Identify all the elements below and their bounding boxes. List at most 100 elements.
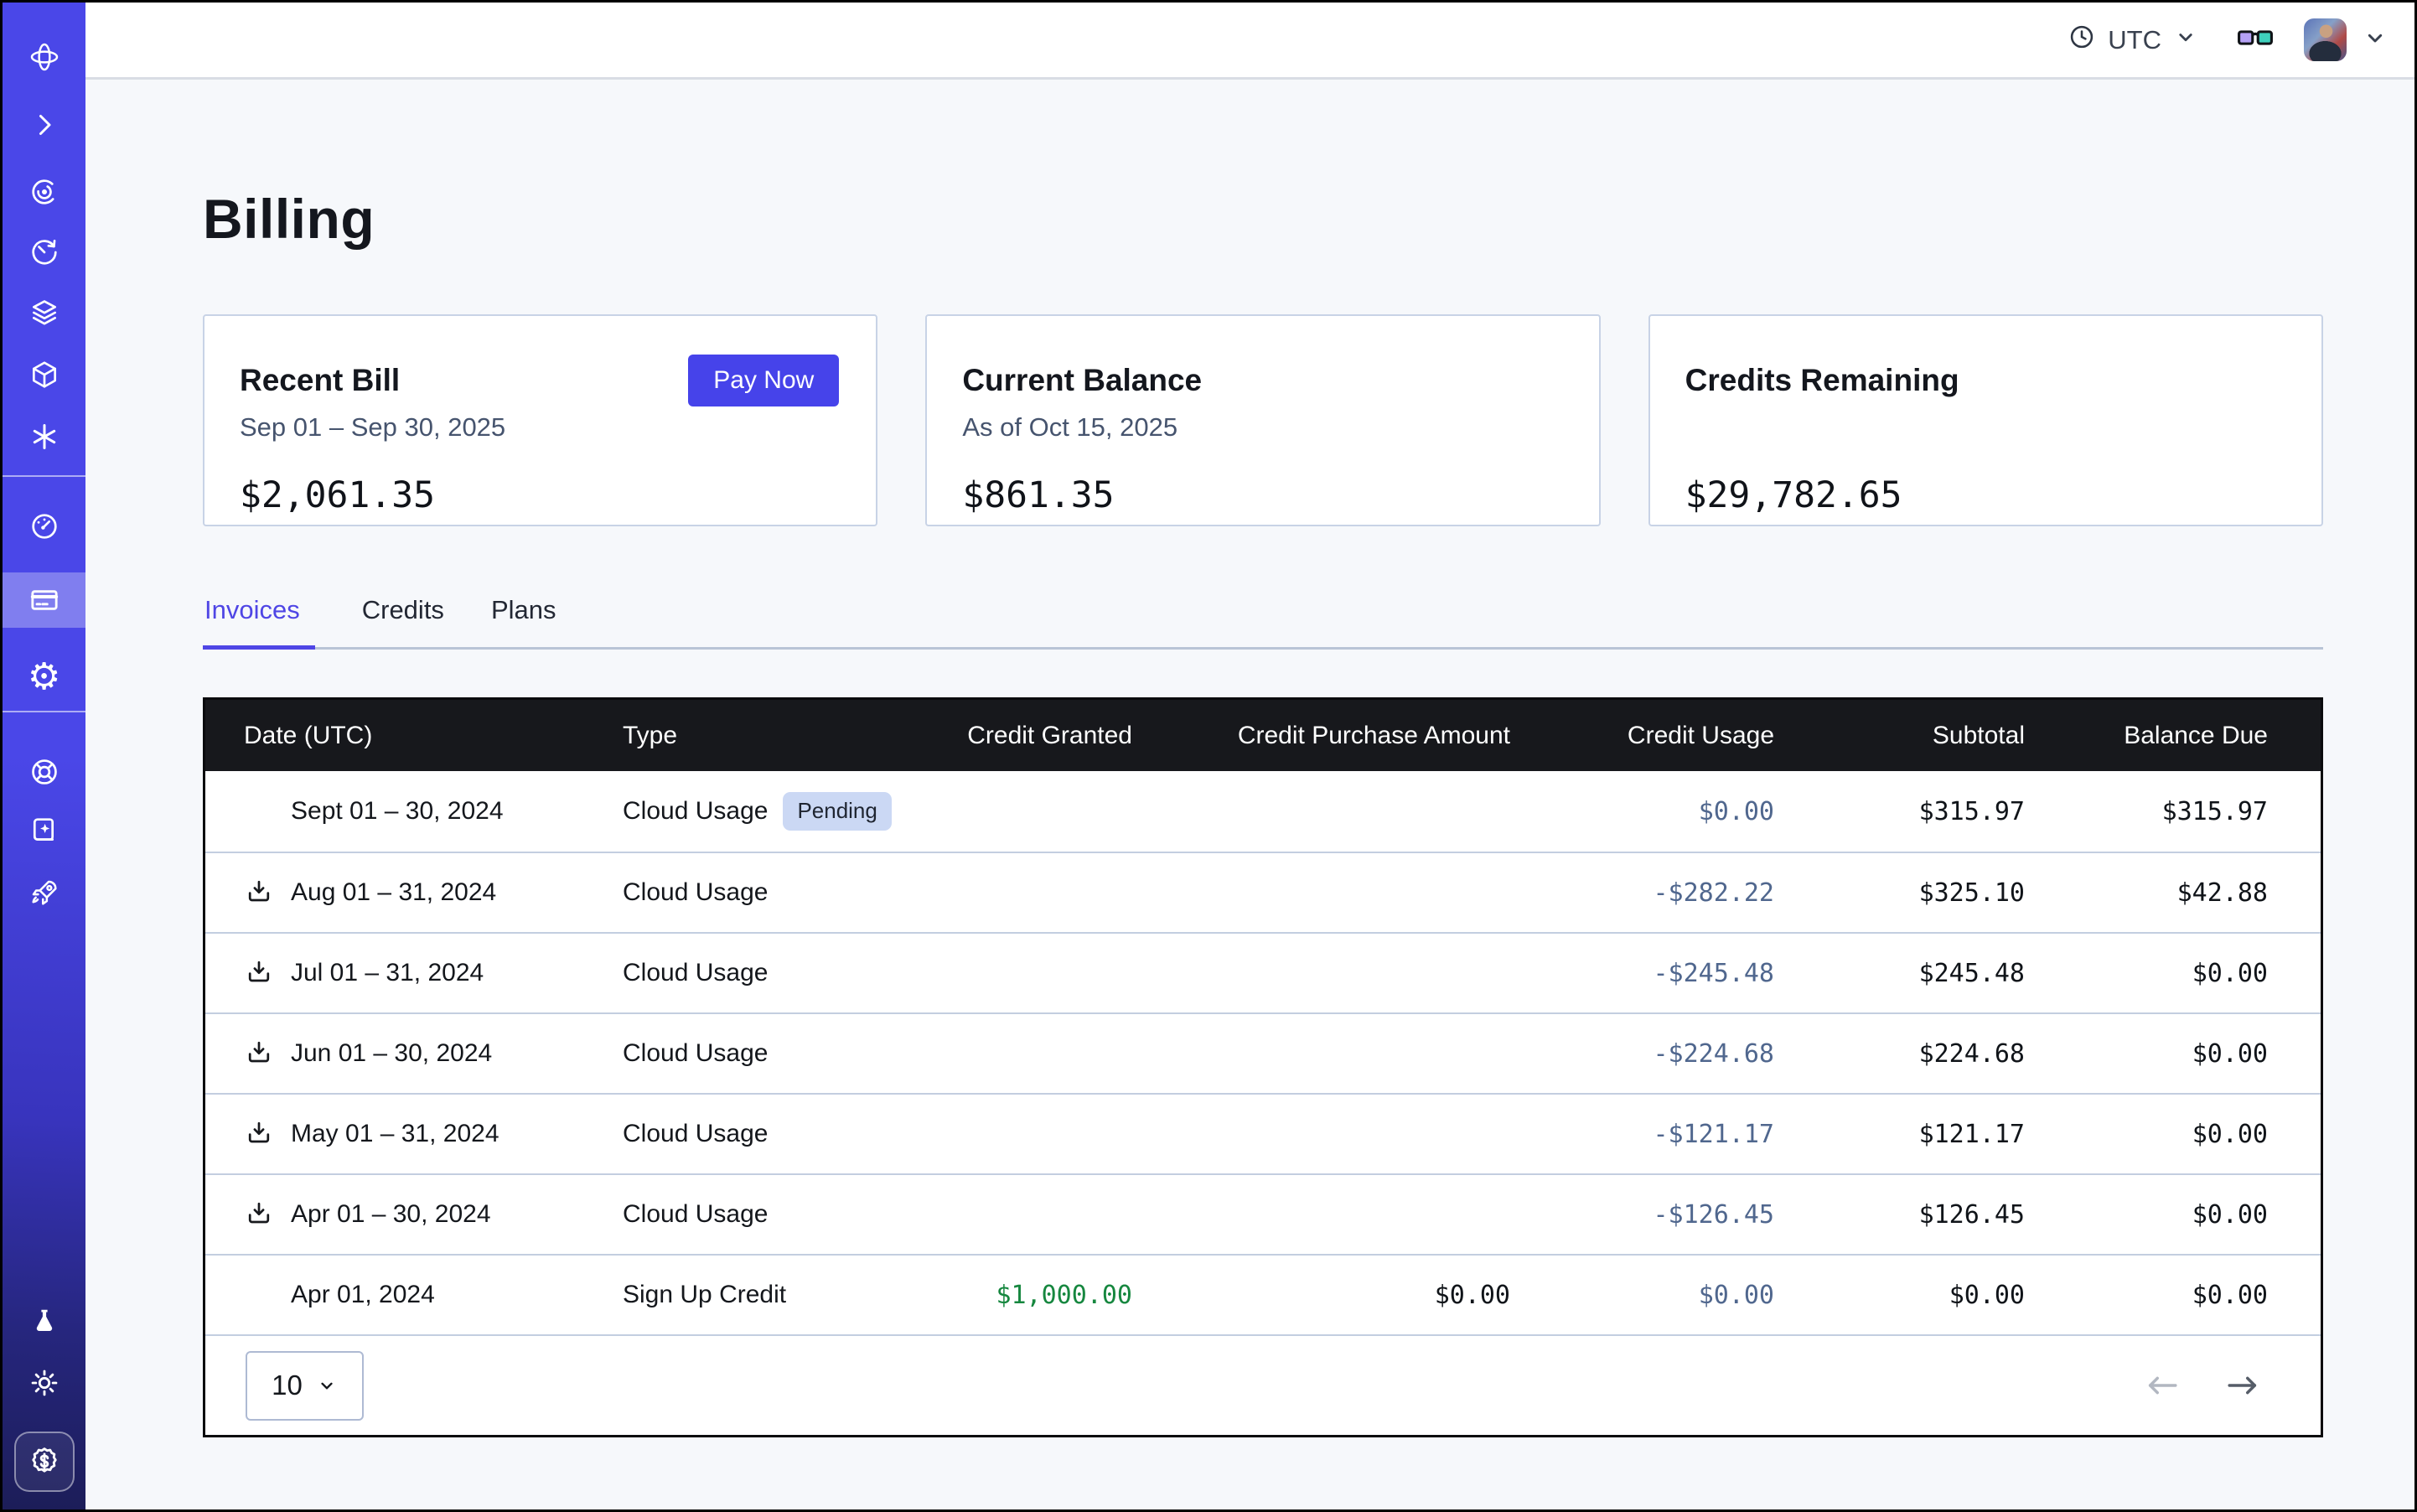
sidebar-item-layers-icon[interactable]	[28, 296, 61, 329]
sidebar-item-asterisk-icon[interactable]	[28, 420, 61, 453]
invoices-table: Date (UTC) Type Credit Granted Credit Pu…	[203, 697, 2323, 1437]
credit-usage-value: $0.00	[1698, 1280, 1774, 1310]
download-invoice-button[interactable]	[244, 958, 291, 988]
sidebar-item-history-icon[interactable]	[28, 236, 61, 269]
table-row: Apr 01 – 30, 2024 Cloud Usage -$126.45 $…	[205, 1173, 2321, 1254]
clock-icon	[2068, 23, 2096, 58]
sidebar-item-settings-icon[interactable]: ⚙	[27, 655, 61, 698]
subtotal-value: $245.48	[1918, 958, 2025, 988]
recent-bill-amount: $2,061.35	[240, 474, 435, 516]
balance-due-value: $0.00	[2192, 1038, 2268, 1069]
col-credit-purchase-amount: Credit Purchase Amount	[1237, 721, 1510, 749]
subtotal-value: $224.68	[1918, 1038, 2025, 1069]
download-invoice-button[interactable]	[244, 1038, 291, 1069]
balance-due-value: $0.00	[2192, 958, 2268, 988]
tab-invoices[interactable]: Invoices	[203, 595, 315, 650]
credit-usage-value: -$282.22	[1653, 878, 1775, 908]
chevron-down-icon	[321, 1382, 333, 1390]
table-row: Jul 01 – 31, 2024 Cloud Usage -$245.48 $…	[205, 932, 2321, 1012]
recent-bill-card: Recent Bill Sep 01 – Sep 30, 2025 $2,061…	[203, 314, 878, 526]
page-size-select[interactable]: 10	[246, 1350, 364, 1421]
timezone-label: UTC	[2108, 24, 2161, 54]
tab-credits[interactable]: Credits	[361, 595, 444, 624]
sidebar-item-observe-icon[interactable]	[28, 175, 61, 209]
invoice-date: Sept 01 – 30, 2024	[291, 797, 504, 825]
table-row: May 01 – 31, 2024 Cloud Usage -$121.17 $…	[205, 1093, 2321, 1173]
card-title: Credits Remaining	[1685, 363, 1959, 397]
balance-due-value: $0.00	[2192, 1119, 2268, 1149]
card-subtitle: Sep 01 – Sep 30, 2025	[240, 412, 506, 442]
subtotal-value: $121.17	[1918, 1119, 2025, 1149]
sidebar-item-usage-gauge-icon[interactable]	[28, 510, 61, 543]
invoice-date: May 01 – 31, 2024	[291, 1120, 499, 1147]
subtotal-value: $0.00	[1949, 1280, 2025, 1310]
card-subtitle	[1685, 412, 2285, 444]
main-area: UTC Bill	[85, 3, 2414, 1509]
previous-page-button[interactable]	[2143, 1372, 2182, 1399]
status-badge: Pending	[783, 792, 892, 831]
sidebar-item-cube-icon[interactable]	[28, 358, 61, 391]
table-row: Jun 01 – 30, 2024 Cloud Usage -$224.68 $…	[205, 1012, 2321, 1093]
user-menu-chevron-down-icon[interactable]	[2362, 24, 2389, 55]
balance-due-value: $0.00	[2192, 1199, 2268, 1230]
gear-icon: ⚙	[27, 655, 61, 698]
col-balance-due: Balance Due	[2124, 721, 2268, 749]
credit-usage-value: -$121.17	[1653, 1119, 1775, 1149]
chevron-down-icon	[2173, 24, 2198, 56]
download-invoice-button[interactable]	[244, 878, 291, 908]
current-balance-amount: $861.35	[962, 474, 1115, 516]
download-invoice-button[interactable]	[244, 1199, 291, 1230]
sidebar-item-labs-icon[interactable]	[28, 1304, 61, 1338]
invoice-type: Cloud Usage	[623, 1200, 769, 1228]
col-subtotal: Subtotal	[1932, 721, 2025, 749]
rewards-credits-button[interactable]	[13, 1432, 75, 1492]
sidebar-expand-button[interactable]	[28, 108, 61, 142]
credit-usage-value: -$245.48	[1653, 958, 1775, 988]
sidebar-divider	[3, 475, 85, 477]
billing-tabs: Invoices Credits Plans	[203, 595, 2323, 650]
col-type: Type	[623, 721, 678, 749]
subtotal-value: $325.10	[1918, 878, 2025, 908]
timezone-selector[interactable]: UTC	[2068, 23, 2198, 58]
tab-plans[interactable]: Plans	[490, 595, 556, 624]
card-title: Current Balance	[962, 363, 1203, 397]
sidebar-item-support-icon[interactable]	[28, 755, 61, 789]
credit-granted-value: $1,000.00	[996, 1280, 1132, 1310]
invoice-type: Cloud Usage	[623, 1120, 769, 1147]
topbar: UTC	[85, 3, 2414, 80]
invoice-type: Cloud Usage	[623, 878, 769, 906]
invoice-type: Sign Up Credit	[623, 1281, 787, 1308]
vision-mode-glasses-icon[interactable]	[2237, 25, 2274, 54]
page-size-value: 10	[272, 1370, 303, 1401]
invoice-type: Cloud Usage	[623, 796, 769, 825]
col-credit-granted: Credit Granted	[967, 721, 1132, 749]
theme-toggle-sun-icon[interactable]	[28, 1366, 61, 1400]
card-subtitle: As of Oct 15, 2025	[962, 412, 1178, 442]
pay-now-button[interactable]: Pay Now	[688, 355, 840, 406]
page-title: Billing	[203, 188, 375, 250]
credit-usage-value: -$224.68	[1653, 1038, 1775, 1069]
product-logo-icon[interactable]	[28, 40, 61, 74]
user-avatar[interactable]	[2304, 18, 2347, 61]
credits-remaining-card: Credits Remaining $29,782.65	[1648, 314, 2323, 526]
table-header: Date (UTC) Type Credit Granted Credit Pu…	[205, 700, 2321, 771]
table-row: Aug 01 – 31, 2024 Cloud Usage -$282.22 $…	[205, 852, 2321, 932]
next-page-button[interactable]	[2223, 1372, 2262, 1399]
sidebar-item-rocket-icon[interactable]	[28, 876, 61, 909]
table-row: Sept 01 – 30, 2024 Cloud Usage Pending $…	[205, 771, 2321, 852]
summary-cards: Recent Bill Sep 01 – Sep 30, 2025 $2,061…	[203, 314, 2323, 526]
sidebar-item-billing-active[interactable]	[3, 572, 85, 628]
sidebar-item-docs-icon[interactable]	[28, 814, 61, 847]
sidebar: ⚙	[3, 3, 85, 1509]
invoice-date: Jul 01 – 31, 2024	[291, 959, 484, 986]
card-title: Recent Bill	[240, 363, 401, 397]
table-row: Apr 01, 2024 Sign Up Credit $1,000.00 $0…	[205, 1254, 2321, 1334]
sidebar-divider	[3, 711, 85, 712]
balance-due-value: $0.00	[2192, 1280, 2268, 1310]
col-date: Date (UTC)	[244, 721, 373, 749]
download-invoice-button[interactable]	[244, 1119, 291, 1149]
invoice-type: Cloud Usage	[623, 1039, 769, 1067]
invoice-date: Apr 01 – 30, 2024	[291, 1200, 491, 1228]
credit-usage-value: $0.00	[1698, 796, 1774, 826]
